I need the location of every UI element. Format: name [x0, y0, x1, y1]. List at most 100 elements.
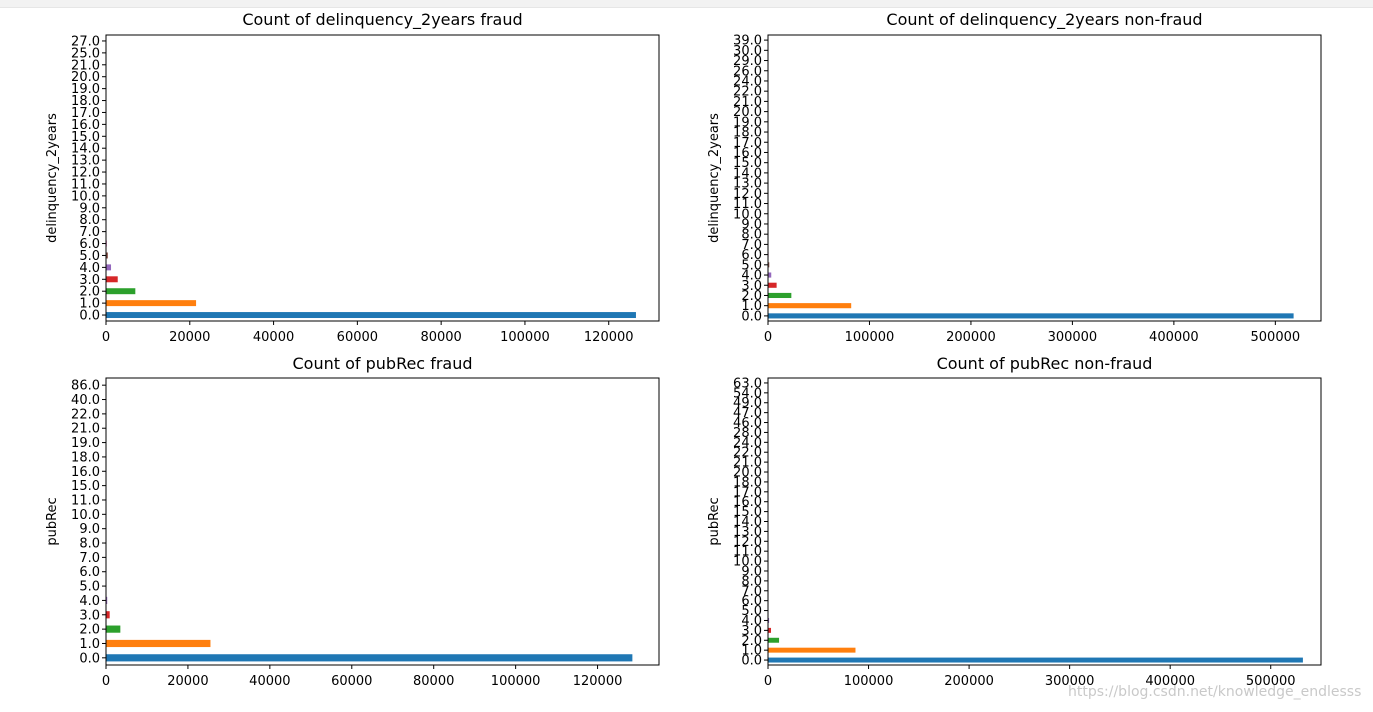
x-tick-label: 60000 — [331, 674, 372, 689]
y-tick-label: 21.0 — [71, 422, 100, 437]
axes-frame — [105, 377, 660, 666]
y-tick-label: 9.0 — [741, 217, 762, 232]
bar-3.0 — [106, 276, 118, 283]
y-tick-label: 16.0 — [733, 146, 762, 161]
y-tick-label: 18.0 — [71, 450, 100, 465]
x-tick-label: 200000 — [944, 674, 994, 689]
y-tick-label: 19.0 — [71, 82, 100, 97]
bar-2.0 — [768, 292, 792, 299]
y-tick-label: 2.0 — [79, 285, 100, 300]
y-tick-label: 15.0 — [71, 130, 100, 145]
y-tick-label: 16.0 — [71, 118, 100, 133]
y-tick-label: 22.0 — [71, 407, 100, 422]
x-tick-label: 100000 — [500, 330, 550, 345]
y-tick-label: 14.0 — [733, 515, 762, 530]
y-tick-label: 86.0 — [71, 379, 100, 394]
y-tick-label: 0.0 — [79, 309, 100, 324]
y-tick-label: 16.0 — [71, 465, 100, 480]
y-tick-label: 8.0 — [741, 574, 762, 589]
y-tick-label: 40.0 — [71, 393, 100, 408]
y-tick-label: 9.0 — [741, 564, 762, 579]
y-tick-label: 21.0 — [733, 456, 762, 471]
x-tick-label: 400000 — [1145, 674, 1195, 689]
y-tick-label: 2.0 — [741, 634, 762, 649]
y-tick-label: 10.0 — [733, 555, 762, 570]
y-tick-label: 7.0 — [79, 225, 100, 240]
watermark-text: https://blog.csdn.net/knowledge_endlesss — [1068, 684, 1362, 700]
y-tick-label: 19.0 — [733, 115, 762, 130]
chart-panel-4: Count of pubRec non-fraud 0.01.02.03.04.0… — [707, 354, 1322, 689]
bar-1.0 — [106, 639, 211, 648]
y-tick-label: 8.0 — [79, 537, 100, 552]
bar-3.0 — [106, 611, 110, 619]
x-tick-label: 120000 — [584, 330, 634, 345]
y-tick-label: 28.0 — [733, 426, 762, 441]
y-tick-label: 7.0 — [79, 551, 100, 566]
x-tick-label: 0 — [764, 330, 772, 345]
y-tick-label: 24.0 — [733, 436, 762, 451]
x-tick-label: 80000 — [413, 674, 454, 689]
y-tick-label: 5.0 — [741, 258, 762, 273]
x-tick-label: 100000 — [491, 674, 541, 689]
y-tick-label: 7.0 — [741, 584, 762, 599]
x-tick-label: 20000 — [169, 330, 210, 345]
y-tick-label: 4.0 — [79, 594, 100, 609]
y-tick-label: 15.0 — [733, 505, 762, 520]
bar-4.0 — [768, 617, 770, 623]
y-tick-label: 0.0 — [741, 654, 762, 669]
y-tick-label: 11.0 — [71, 493, 100, 508]
x-tick-label: 40000 — [249, 674, 290, 689]
x-tick-label: 100000 — [845, 330, 895, 345]
y-tick-label: 11.0 — [71, 177, 100, 192]
y-tick-label: 18.0 — [733, 475, 762, 490]
y-tick-label: 15.0 — [71, 479, 100, 494]
y-tick-label: 14.0 — [71, 142, 100, 157]
bar-4.0 — [768, 272, 772, 278]
bar-1.0 — [106, 300, 197, 307]
y-tick-label: 15.0 — [733, 156, 762, 171]
chart-panel-1: Count of delinquency_2years fraud0.01.02… — [45, 10, 660, 345]
y-tick-label: 14.0 — [733, 166, 762, 181]
y-tick-label: 1.0 — [741, 299, 762, 314]
bar-1.0 — [768, 647, 856, 653]
x-tick-label: 20000 — [167, 674, 208, 689]
x-tick-label: 120000 — [573, 674, 623, 689]
y-tick-label: 6.0 — [741, 248, 762, 263]
y-tick-label: 6.0 — [741, 594, 762, 609]
y-axis-label: pubRec — [707, 497, 722, 545]
bar-5.0 — [768, 262, 770, 268]
y-tick-label: 2.0 — [79, 623, 100, 638]
y-tick-label: 10.0 — [71, 508, 100, 523]
bar-0.0 — [106, 312, 636, 319]
axes-frame — [105, 34, 660, 322]
bar-0.0 — [106, 654, 633, 662]
y-tick-label: 39.0 — [733, 34, 762, 49]
x-tick-label: 300000 — [1045, 674, 1095, 689]
y-tick-label: 13.0 — [733, 525, 762, 540]
y-tick-label: 21.0 — [71, 58, 100, 73]
y-tick-label: 0.0 — [741, 309, 762, 324]
chart-panel-3: Count of pubRec fraud0.01.02.03.04.05.06… — [45, 354, 660, 689]
x-tick-label: 300000 — [1048, 330, 1098, 345]
y-tick-label: 4.0 — [741, 614, 762, 629]
y-tick-label: 10.0 — [733, 207, 762, 222]
y-tick-label: 10.0 — [71, 189, 100, 204]
y-tick-label: 19.0 — [71, 436, 100, 451]
y-tick-label: 1.0 — [79, 637, 100, 652]
x-tick-label: 0 — [102, 674, 110, 689]
bar-2.0 — [106, 625, 121, 633]
y-tick-label: 4.0 — [79, 261, 100, 276]
y-tick-label: 46.0 — [733, 416, 762, 431]
y-tick-label: 6.0 — [79, 237, 100, 252]
bar-4.0 — [106, 264, 112, 271]
y-tick-label: 27.0 — [71, 34, 100, 49]
y-tick-label: 22.0 — [733, 446, 762, 461]
y-tick-label: 18.0 — [71, 94, 100, 109]
x-tick-label: 60000 — [337, 330, 378, 345]
y-tick-label: 5.0 — [79, 249, 100, 264]
x-tick-label: 500000 — [1246, 674, 1296, 689]
y-tick-label: 5.0 — [79, 580, 100, 595]
y-tick-label: 0.0 — [79, 651, 100, 666]
chart-panel-2: Count of delinquency_2years non-fraud 0.0… — [707, 10, 1322, 345]
y-tick-label: 24.0 — [733, 74, 762, 89]
